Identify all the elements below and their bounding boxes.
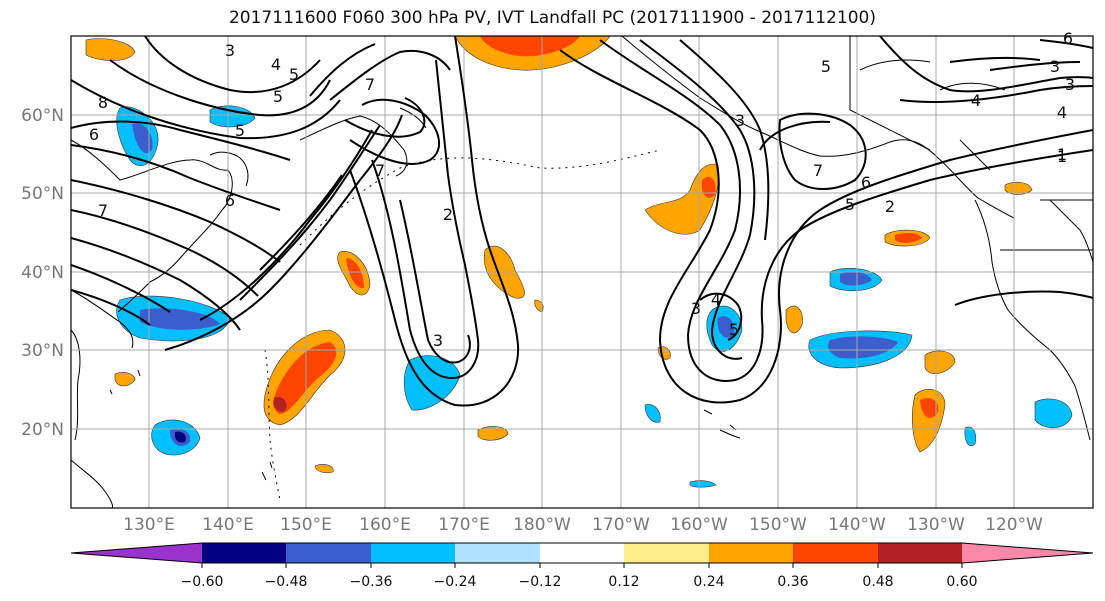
contour-label: 6	[89, 125, 99, 144]
colorbar-tick-label: −0.12	[519, 574, 562, 590]
contour-label: 1	[1057, 145, 1067, 164]
contour-label: 6	[1063, 29, 1073, 48]
contour-label: 4	[711, 290, 721, 309]
lat-label-20n: 20°N	[21, 420, 64, 440]
colorbar-tick-label: −0.24	[434, 574, 477, 590]
lat-label-40n: 40°N	[21, 263, 64, 283]
lon-label-170e: 170°E	[438, 515, 490, 535]
contour-label: 7	[365, 75, 375, 94]
colorbar-tick-label: 0.48	[862, 574, 893, 590]
latitude-labels: 60°N 50°N 40°N 30°N 20°N	[21, 106, 64, 440]
colorbar-tick-labels: −0.60 −0.48 −0.36 −0.24 −0.12 0.12 0.24 …	[181, 574, 978, 590]
map-frame-border	[70, 35, 1094, 509]
colorbar-tick-label: 0.60	[946, 574, 977, 590]
graticule	[71, 36, 1093, 508]
contour-label: 7	[813, 161, 823, 180]
contour-label: 4	[971, 91, 981, 110]
colorbar-segment	[286, 543, 371, 563]
contour-label: 3	[1065, 75, 1075, 94]
contour-label: 2	[443, 205, 453, 224]
colorbar-segments	[70, 542, 1094, 564]
contour-label: 5	[845, 195, 855, 214]
lon-label-140w: 140°W	[828, 515, 886, 535]
colorbar-segment	[878, 543, 962, 563]
colorbar-tick-label: 0.36	[777, 574, 808, 590]
colorbar-ticks	[201, 563, 963, 568]
contour-label: 3	[225, 41, 235, 60]
colorbar-segment	[624, 543, 709, 563]
colorbar-segment	[371, 543, 455, 563]
contour-label: 3	[1050, 57, 1060, 76]
contour-label: 4	[271, 55, 281, 74]
lat-label-30n: 30°N	[21, 341, 64, 361]
contour-lines	[71, 36, 1093, 407]
lon-label-130w: 130°W	[907, 515, 965, 535]
lon-label-160w: 160°W	[670, 515, 728, 535]
contour-label: 1	[1057, 147, 1067, 166]
contour-label: 5	[821, 57, 831, 76]
contour-label: 6	[861, 173, 871, 192]
contour-label: 3	[433, 331, 443, 350]
coastlines	[71, 36, 1093, 508]
contour-label: 6	[225, 191, 235, 210]
colorbar-segment	[540, 543, 624, 563]
lon-label-120w: 120°W	[985, 515, 1043, 535]
contour-label: 3	[691, 299, 701, 318]
colorbar-segment	[962, 543, 1093, 563]
colorbar-segment	[202, 543, 286, 563]
contour-label: 5	[235, 121, 245, 140]
map-title: 2017111600 F060 300 hPa PV, IVT Landfall…	[228, 8, 876, 28]
contour-label: 3	[735, 111, 745, 130]
colorbar-tick-label: 0.12	[608, 574, 639, 590]
lon-label-140e: 140°E	[202, 515, 254, 535]
colorbar-segment	[455, 543, 540, 563]
colorbar: −0.60 −0.48 −0.36 −0.24 −0.12 0.12 0.24 …	[70, 542, 1094, 590]
colorbar-segment	[71, 543, 202, 563]
colorbar-tick-label: −0.36	[350, 574, 393, 590]
lon-label-180w: 180°W	[513, 515, 571, 535]
contour-label: 5	[729, 320, 739, 339]
colorbar-segment	[709, 543, 793, 563]
lat-label-60n: 60°N	[21, 106, 64, 126]
lat-label-50n: 50°N	[21, 184, 64, 204]
contour-label-group: 34586757632157652345413634573	[89, 29, 1075, 350]
contour-label: 5	[289, 65, 299, 84]
longitude-labels: 130°E 140°E 150°E 160°E 170°E 180°W 170°…	[123, 515, 1043, 535]
contour-label: 7	[98, 201, 108, 220]
colorbar-tick-label: −0.60	[181, 574, 224, 590]
colorbar-segment	[793, 543, 878, 563]
contour-label: 5	[273, 87, 283, 106]
lon-label-150w: 150°W	[749, 515, 807, 535]
island-chains	[264, 149, 661, 501]
contour-label: 4	[1057, 103, 1067, 122]
lon-label-130e: 130°E	[123, 515, 175, 535]
lon-label-160e: 160°E	[359, 515, 411, 535]
contour-label: 2	[885, 197, 895, 216]
lon-label-170w: 170°W	[592, 515, 650, 535]
contour-label: 8	[98, 93, 108, 112]
pv-anomaly-shading	[85, 36, 1073, 488]
colorbar-tick-label: 0.24	[693, 574, 724, 590]
colorbar-tick-label: −0.48	[265, 574, 308, 590]
contour-label: 7	[375, 161, 385, 180]
lon-label-150e: 150°E	[280, 515, 332, 535]
